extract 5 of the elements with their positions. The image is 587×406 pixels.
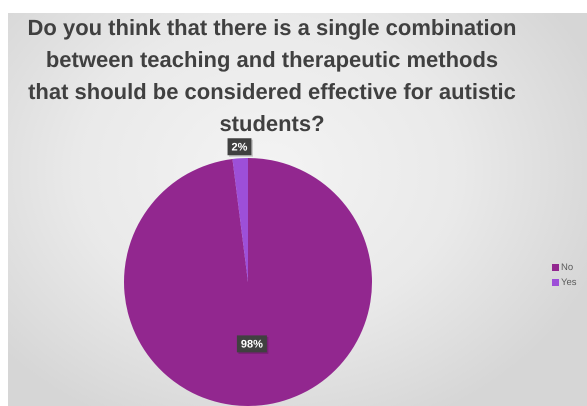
legend-label: No — [561, 262, 574, 273]
data-label: 98% — [240, 338, 264, 350]
chart-title: Do you think that there is a single combination between teaching and therapeutic methods that should be considered effective for autistic students? — [26, 14, 518, 138]
data-label: 2% — [232, 141, 248, 154]
legend-label: Yes — [561, 277, 576, 288]
